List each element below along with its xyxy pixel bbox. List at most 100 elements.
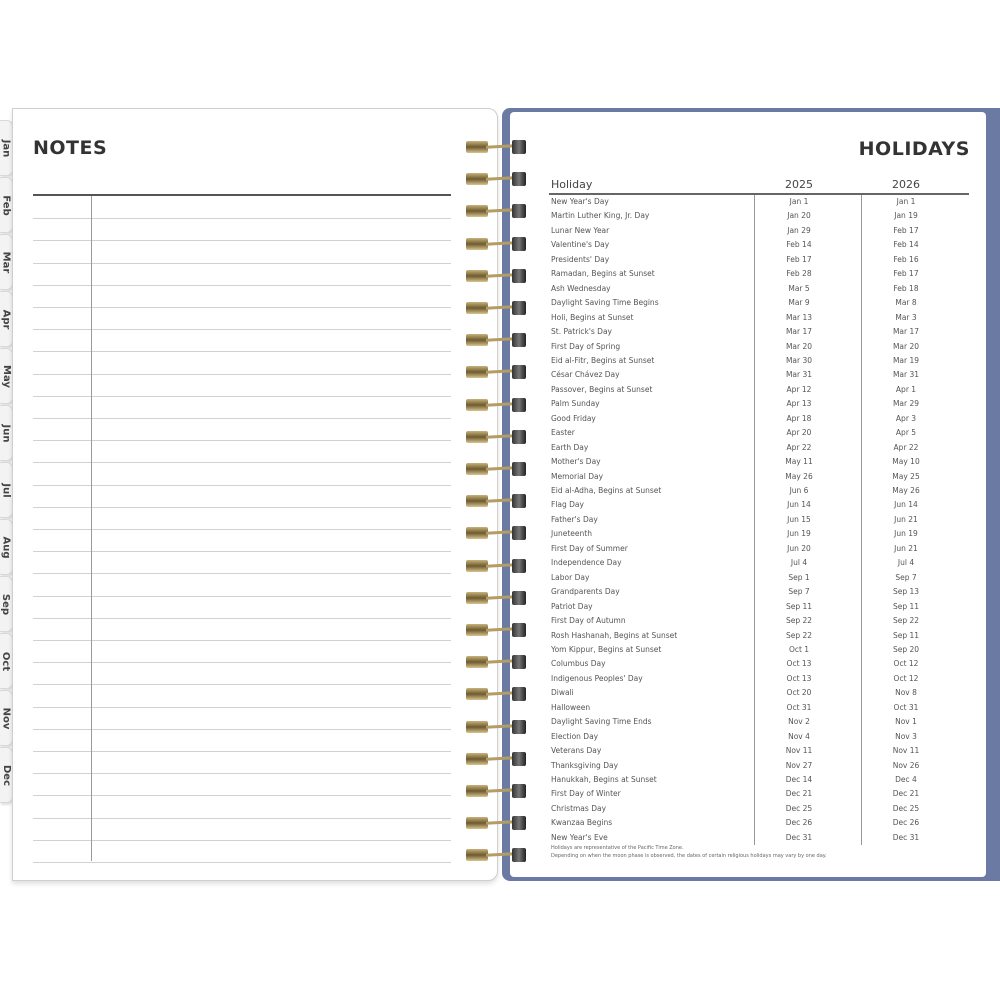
date-2026: Oct 12 [893, 673, 919, 683]
date-2025: May 26 [785, 471, 813, 481]
holiday-name: Patriot Day [551, 601, 593, 611]
date-2026: Oct 12 [893, 659, 919, 669]
date-2025: Jan 29 [787, 225, 811, 235]
notes-line [33, 240, 451, 242]
date-2025: Apr 18 [786, 413, 812, 423]
notes-line [33, 351, 451, 353]
spiral-ring [466, 397, 532, 412]
holiday-name: Ash Wednesday [551, 283, 611, 293]
spiral-ring [466, 301, 532, 315]
spiral-ring [466, 172, 532, 187]
notes-line [33, 595, 451, 597]
notes-line [33, 617, 451, 619]
spiral-ring [466, 494, 532, 509]
holiday-name: Independence Day [551, 558, 622, 568]
holiday-row: Mother's Day May 11 May 10 [551, 455, 971, 470]
holiday-row: Columbus Day Oct 13 Oct 12 [551, 657, 971, 672]
date-2026: Mar 8 [895, 298, 917, 308]
notes-line [33, 706, 451, 708]
holiday-row: Martin Luther King, Jr. Day Jan 20 Jan 19 [551, 209, 971, 224]
date-2026: Mar 20 [892, 341, 920, 351]
date-2026: Apr 5 [895, 428, 917, 438]
holiday-row: Passover, Begins at Sunset Apr 12 Apr 1 [551, 383, 971, 398]
date-2026: Dec 4 [895, 775, 917, 784]
notes-line [33, 484, 451, 486]
holiday-name: Palm Sunday [551, 399, 600, 409]
holiday-row: Thanksgiving Day Nov 27 Nov 26 [551, 759, 971, 774]
holiday-row: Holi, Begins at Sunset Mar 13 Mar 3 [551, 311, 971, 326]
holiday-row: Father's Day Jun 15 Jun 21 [551, 513, 971, 528]
holiday-name: Passover, Begins at Sunset [551, 384, 653, 394]
spiral-ring [466, 204, 532, 219]
date-2026: Dec 26 [892, 818, 920, 828]
holiday-row: César Chávez Day Mar 31 Mar 31 [551, 368, 971, 383]
spiral-ring [466, 140, 532, 154]
holiday-row: First Day of Spring Mar 20 Mar 20 [551, 340, 971, 355]
holiday-name: Rosh Hashanah, Begins at Sunset [551, 630, 678, 640]
spiral-ring [466, 333, 532, 348]
holiday-name: Hanukkah, Begins at Sunset [551, 775, 657, 784]
holiday-name: Indigenous Peoples' Day [551, 673, 643, 683]
date-2026: Feb 14 [893, 240, 919, 250]
spiral-ring [466, 526, 532, 541]
notes-line [33, 751, 451, 752]
holiday-name: Halloween [551, 702, 591, 712]
date-2026: May 10 [892, 457, 920, 467]
holiday-name: Eid al-Fitr, Begins at Sunset [551, 355, 655, 365]
date-2025: Jun 19 [787, 529, 811, 539]
holiday-row: Yom Kippur, Begins at Sunset Oct 1 Sep 20 [551, 643, 971, 658]
month-tab-label: Nov [0, 707, 12, 729]
holiday-row: Eid al-Adha, Begins at Sunset Jun 6 May 26 [551, 484, 971, 499]
holiday-name: Good Friday [551, 413, 596, 423]
date-2026: Sep 20 [892, 644, 920, 654]
holiday-name: First Day of Autumn [551, 616, 626, 626]
date-2026: May 26 [892, 486, 920, 495]
spiral-ring [466, 751, 532, 766]
spiral-ring [466, 687, 532, 702]
spiral-ring [466, 848, 532, 863]
spiral-ring [466, 558, 532, 573]
footnote: Holidays are representative of the Pacif… [551, 845, 684, 851]
date-2026: Sep 22 [892, 616, 920, 626]
notes-line [33, 373, 451, 375]
holiday-name: Diwali [551, 688, 574, 698]
holiday-name: Eid al-Adha, Begins at Sunset [551, 486, 662, 495]
holiday-name: Labor Day [551, 572, 590, 582]
date-2025: Sep 22 [785, 630, 813, 640]
month-tab-label: Jun [0, 424, 12, 442]
date-2026: Mar 3 [895, 312, 917, 322]
notes-line [33, 640, 451, 641]
date-2026: Feb 16 [893, 254, 919, 264]
holiday-row: Presidents' Day Feb 17 Feb 16 [551, 253, 971, 268]
date-2025: Jun 15 [787, 514, 811, 524]
date-2025: Apr 13 [786, 399, 812, 409]
date-2025: Mar 20 [785, 341, 813, 351]
notes-line [33, 728, 451, 730]
date-2026: Nov 3 [895, 731, 917, 741]
month-tab-label: Oct [0, 651, 12, 671]
holiday-name: Memorial Day [551, 471, 604, 481]
date-2025: Feb 14 [786, 240, 812, 250]
notes-line [33, 440, 451, 442]
date-2026: Sep 11 [892, 630, 920, 640]
date-2025: Nov 4 [788, 731, 810, 741]
holiday-row: Daylight Saving Time Begins Mar 9 Mar 8 [551, 296, 971, 311]
date-2025: Oct 13 [786, 673, 812, 683]
holiday-row: Veterans Day Nov 11 Nov 11 [551, 744, 971, 759]
notes-line [33, 506, 451, 508]
holiday-row: Grandparents Day Sep 7 Sep 13 [551, 585, 971, 600]
holiday-row: Good Friday Apr 18 Apr 3 [551, 412, 971, 427]
column-header-2026: 2026 [892, 178, 920, 191]
month-tab-label: Apr [0, 309, 12, 329]
date-2026: Dec 31 [892, 832, 920, 842]
date-2025: Oct 13 [786, 659, 812, 669]
holiday-name: Father's Day [551, 514, 598, 524]
holiday-name: First Day of Spring [551, 341, 621, 351]
holiday-name: First Day of Winter [551, 789, 621, 799]
holiday-row: Hanukkah, Begins at Sunset Dec 14 Dec 4 [551, 773, 971, 788]
holiday-row: Ash Wednesday Mar 5 Feb 18 [551, 282, 971, 297]
holiday-name: César Chávez Day [551, 370, 620, 380]
notes-line [33, 218, 451, 220]
holiday-row: Valentine's Day Feb 14 Feb 14 [551, 238, 971, 253]
holiday-row: Easter Apr 20 Apr 5 [551, 426, 971, 441]
